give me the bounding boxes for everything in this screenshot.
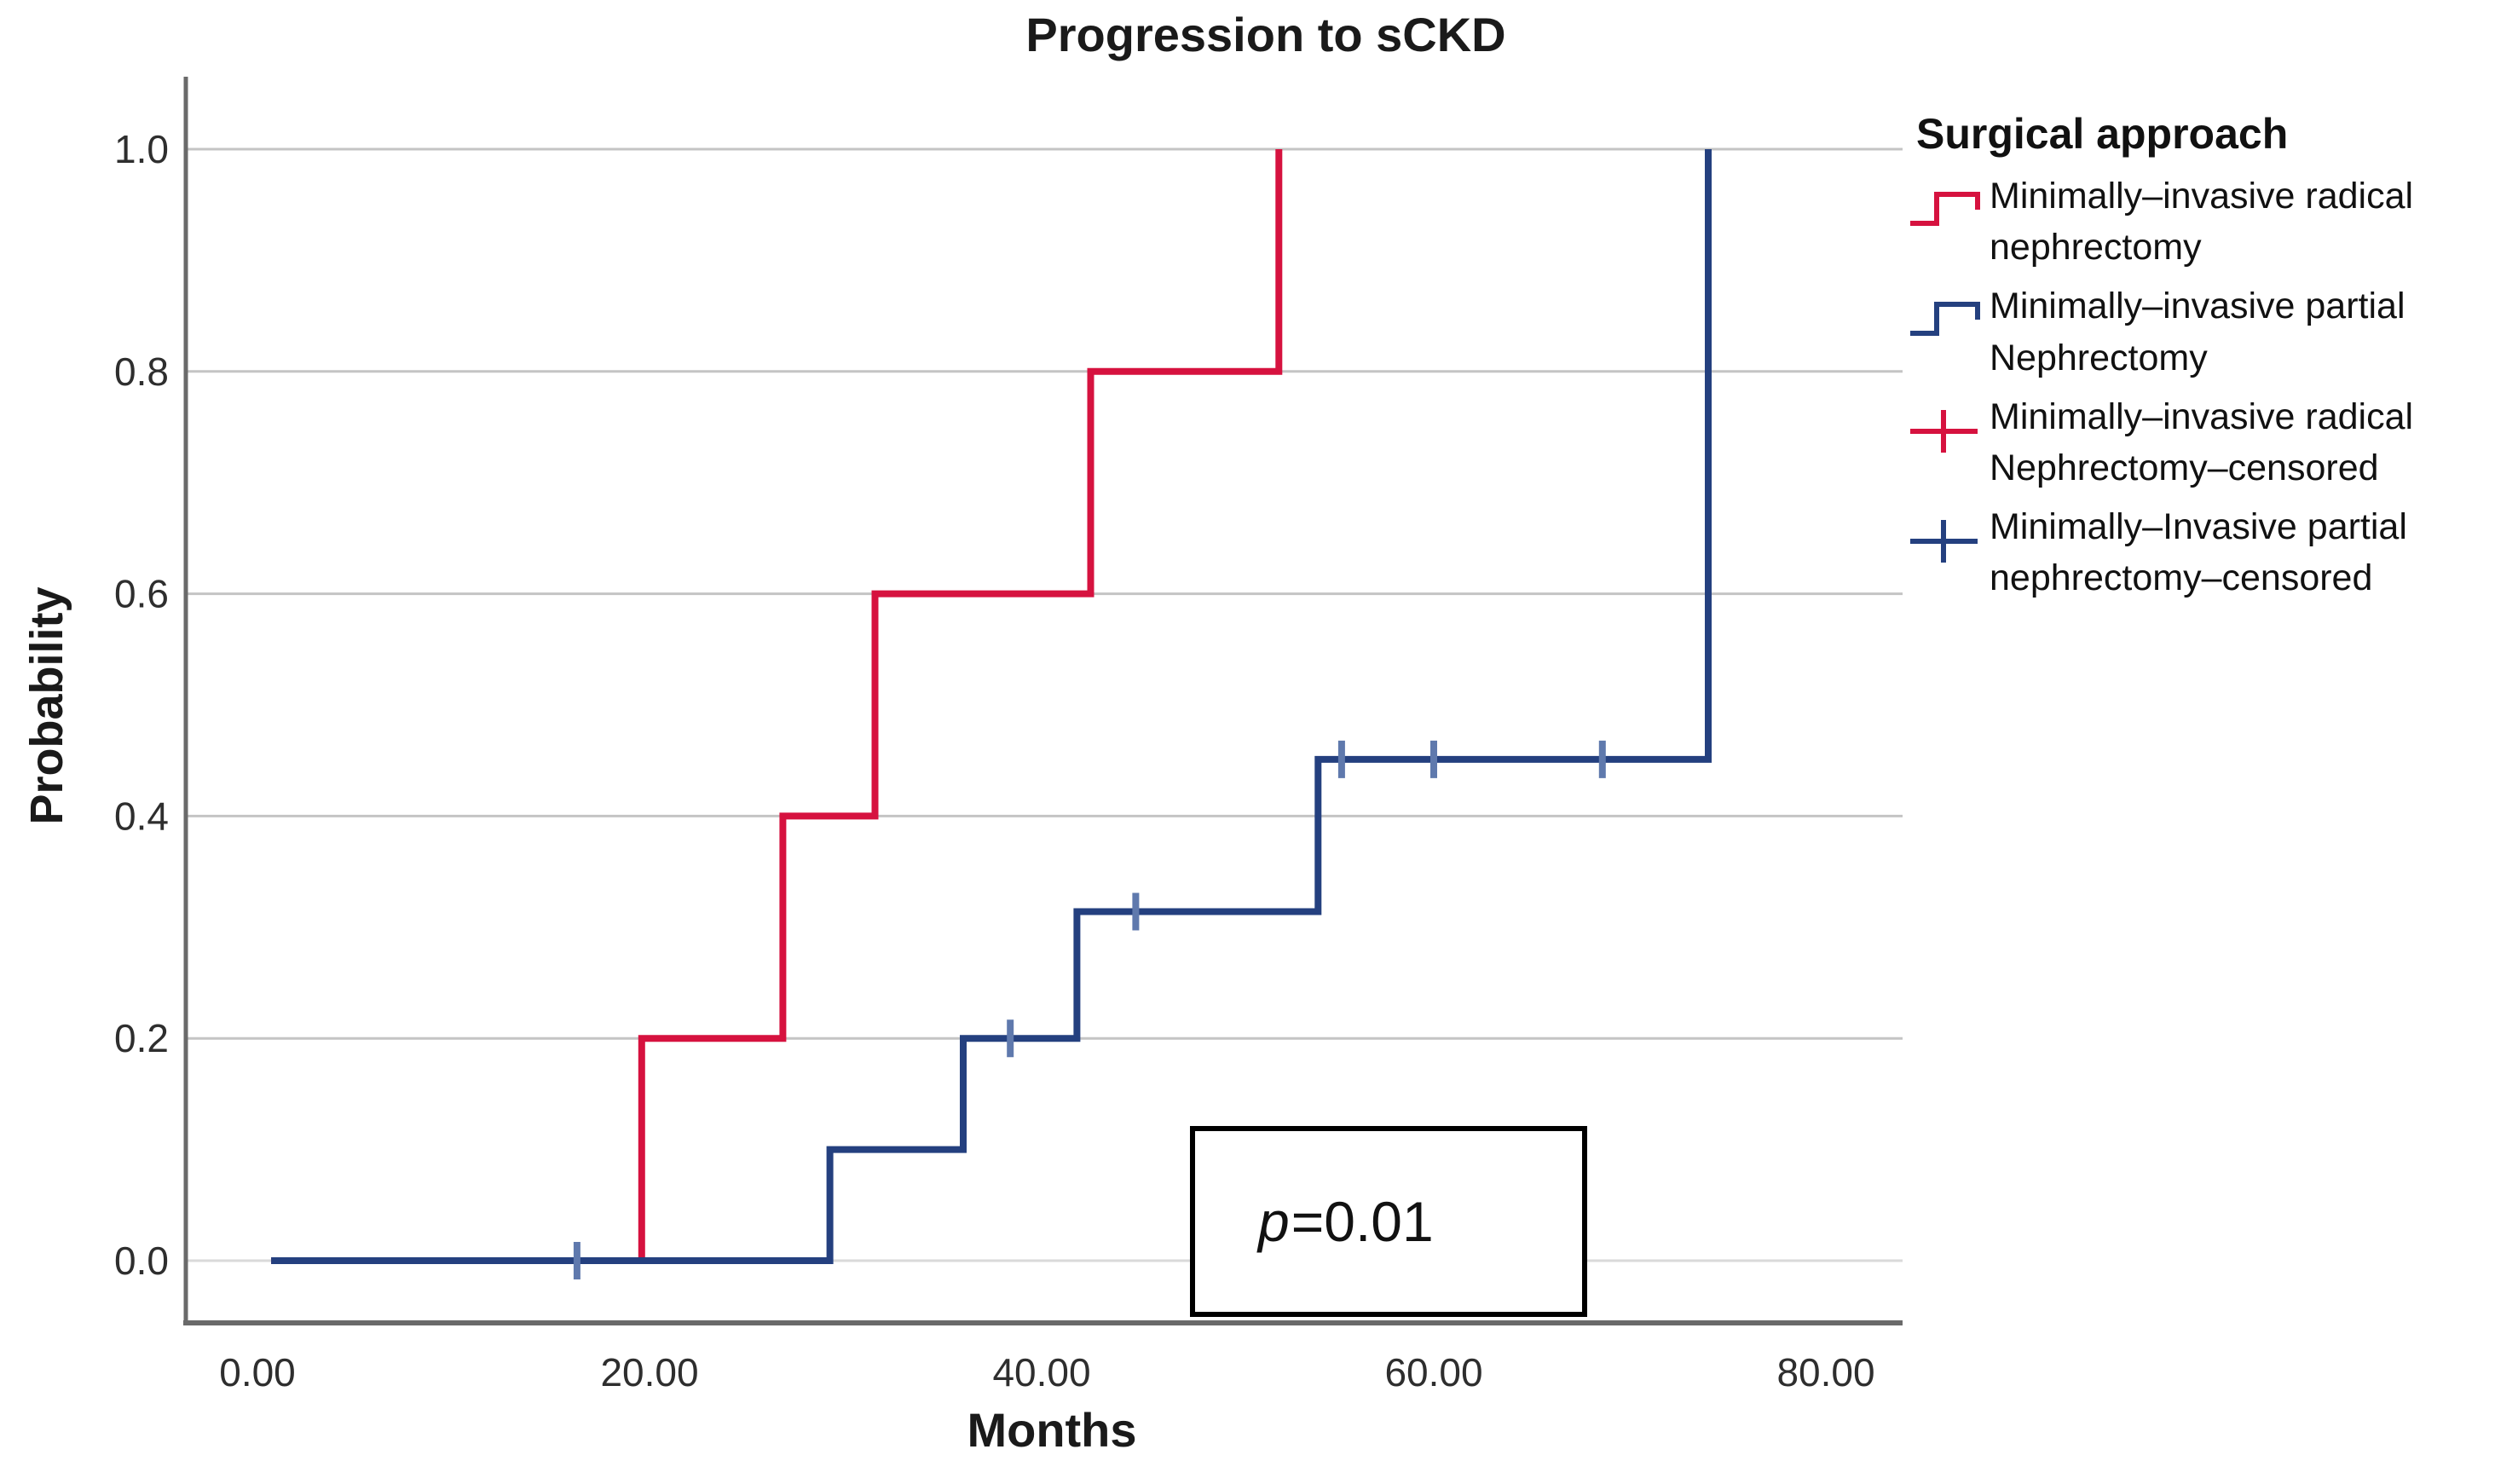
legend-item-label: Minimally–Invasive partial nephrectomy–c…: [1990, 501, 2407, 603]
x-tick-label-60.00: 60.00: [1384, 1350, 1482, 1394]
y-tick-label-0.8: 0.8: [114, 349, 169, 394]
legend-label-line: Minimally–invasive radical: [1990, 396, 2414, 437]
y-tick-label-0.4: 0.4: [114, 794, 169, 838]
legend-label-line: Nephrectomy–censored: [1990, 447, 2379, 488]
legend-label-line: Minimally–invasive radical: [1990, 176, 2414, 217]
y-tick-label-0.6: 0.6: [114, 572, 169, 616]
legend-item-partial-censored: Minimally–Invasive partial nephrectomy–c…: [1908, 501, 2494, 603]
p-value-annotation-box: p =0.01: [1190, 1126, 1587, 1317]
p-value-text: =0.01: [1291, 1190, 1434, 1253]
x-tick-label-80.00: 80.00: [1776, 1350, 1874, 1394]
legend-item-label: Minimally–invasive radical Nephrectomy–c…: [1990, 391, 2413, 494]
legend-item-partial-nephrectomy: Minimally–invasive partial Nephrectomy: [1908, 280, 2494, 383]
legend-label-line: nephrectomy–censored: [1990, 557, 2373, 599]
axis-tick-labels: 0.0 0.2 0.4 0.6 0.8 1.0 0.00 20.00 40.00 60.00 80.…: [114, 127, 1875, 1394]
plus-censor-icon: [1910, 520, 1978, 563]
step-line-icon: [1910, 192, 1980, 226]
y-tick-label-0.0: 0.0: [114, 1239, 169, 1283]
legend-label-line: Minimally–Invasive partial: [1990, 506, 2407, 548]
legend-item-label: Minimally–invasive radical nephrectomy: [1990, 170, 2413, 273]
y-axis-title: Probability: [21, 586, 72, 825]
legend-label-line: Minimally–invasive partial: [1990, 286, 2405, 327]
chart-title: Progression to sCKD: [1025, 8, 1506, 61]
legend-label-line: nephrectomy: [1990, 227, 2202, 269]
plus-censor-icon: [1910, 409, 1978, 453]
gridlines: [186, 147, 1903, 1262]
legend-item-radical-nephrectomy: Minimally–invasive radical nephrectomy: [1908, 170, 2494, 273]
x-tick-label-40.00: 40.00: [992, 1350, 1090, 1394]
legend-title: Surgical approach: [1916, 110, 2289, 158]
x-tick-label-0.00: 0.00: [219, 1350, 296, 1394]
y-tick-label-1.0: 1.0: [114, 127, 169, 171]
survival-curve-series-1: [271, 149, 1712, 1264]
y-tick-label-0.2: 0.2: [114, 1016, 169, 1060]
p-value-symbol: p: [1258, 1190, 1290, 1253]
legend-item-label: Minimally–invasive partial Nephrectomy: [1990, 280, 2405, 383]
x-axis-title: Months: [967, 1403, 1137, 1457]
legend-label-line: Nephrectomy: [1990, 337, 2208, 378]
x-tick-label-20.00: 20.00: [600, 1350, 698, 1394]
legend: Surgical approach Minimally–invasive rad…: [1908, 109, 2494, 612]
survival-curves: [271, 149, 1712, 1264]
step-line-icon: [1910, 302, 1980, 337]
survival-curve-series-0: [271, 149, 1283, 1264]
censor-tick-marks: [573, 740, 1606, 1279]
legend-item-radical-censored: Minimally–invasive radical Nephrectomy–c…: [1908, 391, 2494, 494]
